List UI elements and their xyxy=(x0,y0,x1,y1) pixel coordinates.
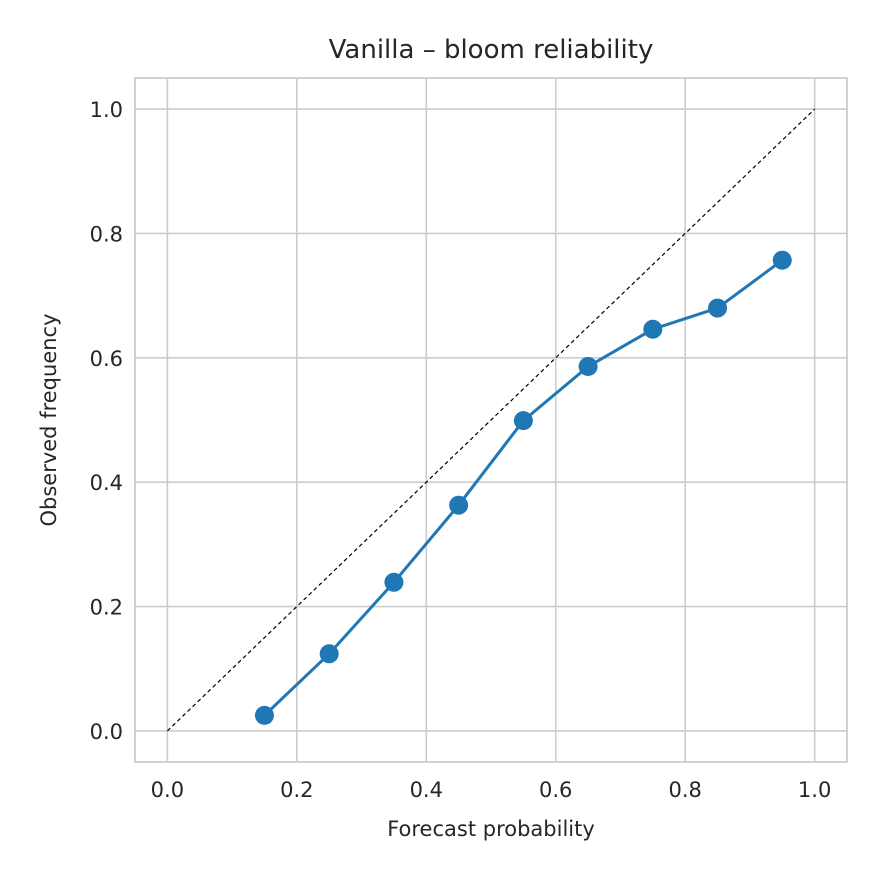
x-axis-label: Forecast probability xyxy=(387,817,595,841)
y-tick-labels: 0.0 0.2 0.4 0.6 0.8 1.0 xyxy=(90,98,123,744)
x-tick-label: 1.0 xyxy=(798,778,831,802)
grid xyxy=(135,78,847,762)
series-line xyxy=(263,258,784,717)
x-tick-label: 0.4 xyxy=(410,778,443,802)
data-point xyxy=(319,644,339,664)
y-tick-label: 0.6 xyxy=(90,347,123,371)
series-layer xyxy=(254,250,792,725)
data-point xyxy=(643,319,663,339)
data-point xyxy=(513,411,533,431)
chart-title: Vanilla – bloom reliability xyxy=(329,35,654,65)
x-tick-labels: 0.0 0.2 0.4 0.6 0.8 1.0 xyxy=(151,778,832,802)
data-point xyxy=(708,298,728,318)
data-point xyxy=(384,572,404,592)
x-tick-label: 0.6 xyxy=(539,778,572,802)
x-tick-label: 0.0 xyxy=(151,778,184,802)
data-point xyxy=(254,705,274,725)
x-tick-label: 0.2 xyxy=(280,778,313,802)
y-tick-label: 0.0 xyxy=(90,720,123,744)
data-point xyxy=(772,250,792,270)
y-tick-label: 0.4 xyxy=(90,471,123,495)
plot-frame xyxy=(134,77,848,763)
y-tick-label: 1.0 xyxy=(90,98,123,122)
y-tick-label: 0.2 xyxy=(90,596,123,620)
x-tick-label: 0.8 xyxy=(668,778,701,802)
y-axis-label: Observed frequency xyxy=(37,313,61,526)
data-point xyxy=(578,357,598,377)
perfect-reliability-line xyxy=(166,108,816,732)
data-point xyxy=(449,495,469,515)
y-tick-label: 0.8 xyxy=(90,222,123,246)
